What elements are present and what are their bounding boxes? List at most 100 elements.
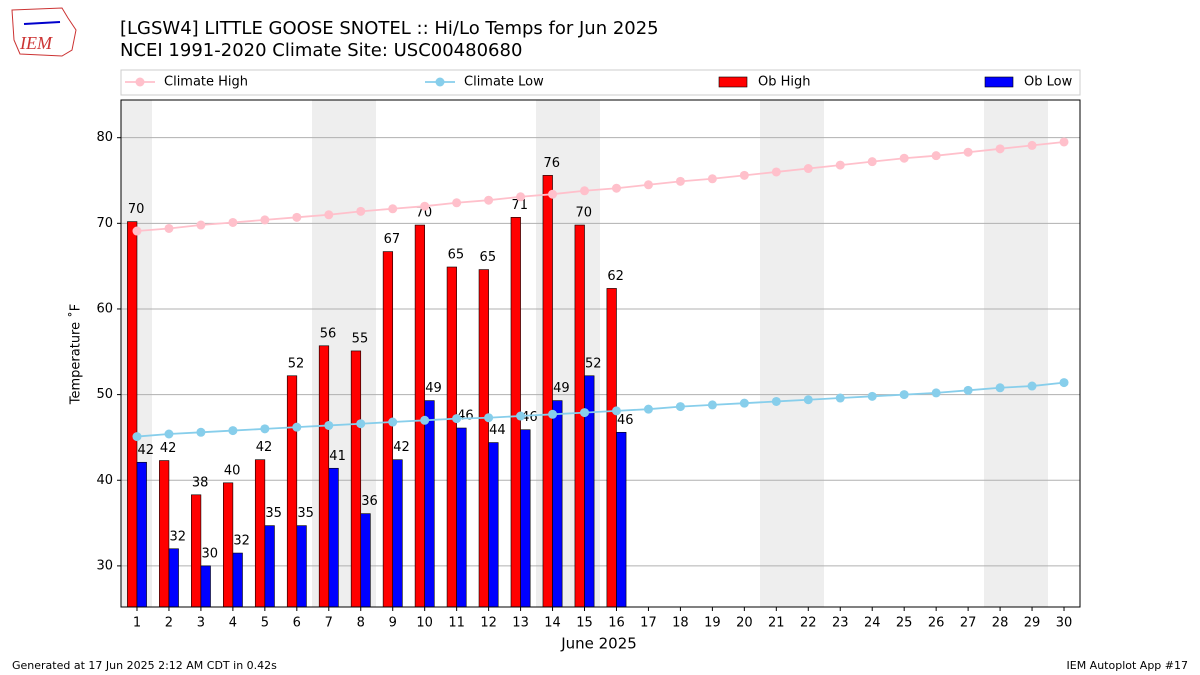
data-label: 30 bbox=[201, 546, 218, 561]
footer-left: Generated at 17 Jun 2025 2:12 AM CDT in … bbox=[12, 659, 277, 672]
x-tick-label: 21 bbox=[768, 616, 785, 631]
point bbox=[452, 414, 462, 424]
point bbox=[739, 170, 749, 180]
point bbox=[771, 167, 781, 177]
bar bbox=[328, 467, 339, 608]
data-label: 42 bbox=[393, 440, 410, 455]
point bbox=[1027, 140, 1037, 150]
point bbox=[771, 396, 781, 406]
y-tick-label: 50 bbox=[96, 387, 113, 402]
logo-line bbox=[23, 21, 61, 25]
x-tick-label: 12 bbox=[480, 616, 497, 631]
legend-label: Ob High bbox=[758, 75, 811, 90]
point bbox=[580, 408, 590, 418]
x-tick-label: 17 bbox=[640, 616, 657, 631]
point bbox=[228, 217, 238, 227]
bar bbox=[191, 494, 202, 608]
x-tick-label: 15 bbox=[576, 616, 593, 631]
data-label: 65 bbox=[448, 248, 465, 263]
chart-subtitle: NCEI 1991-2020 Climate Site: USC00480680 bbox=[120, 40, 522, 61]
x-tick-label: 24 bbox=[864, 616, 881, 631]
weekend bbox=[760, 100, 824, 607]
legend-swatch bbox=[984, 76, 1014, 88]
x-tick-label: 3 bbox=[197, 616, 205, 631]
bar bbox=[168, 548, 179, 608]
point bbox=[164, 223, 174, 233]
point bbox=[707, 400, 717, 410]
legend-box bbox=[120, 69, 1081, 96]
data-label: 41 bbox=[329, 449, 346, 464]
point bbox=[867, 391, 877, 401]
x-tick-label: 30 bbox=[1056, 616, 1073, 631]
point bbox=[675, 176, 685, 186]
point bbox=[707, 174, 717, 184]
bar bbox=[296, 525, 307, 608]
point bbox=[388, 417, 398, 427]
point bbox=[356, 419, 366, 429]
point bbox=[963, 147, 973, 157]
point bbox=[260, 424, 270, 434]
bar bbox=[254, 459, 266, 608]
weekend bbox=[984, 100, 1048, 607]
point bbox=[995, 383, 1005, 393]
data-label: 56 bbox=[320, 326, 337, 341]
bar bbox=[542, 175, 553, 608]
data-label: 40 bbox=[224, 463, 241, 478]
bar bbox=[392, 459, 403, 608]
bar bbox=[424, 400, 435, 608]
plot: 70 42 38 40 42 52 56 55 67 70 65 65 71 76 70 62 42 32 30 32… bbox=[121, 137, 1080, 608]
data-label: 55 bbox=[352, 331, 369, 346]
data-label: 42 bbox=[138, 443, 155, 458]
x-tick-label: 2 bbox=[165, 616, 173, 631]
data-label: 35 bbox=[265, 506, 282, 521]
bar bbox=[159, 460, 170, 608]
data-label: 32 bbox=[169, 529, 186, 544]
data-label: 65 bbox=[480, 250, 497, 265]
point bbox=[388, 204, 398, 214]
data-label: 36 bbox=[361, 494, 378, 509]
y-tick-label: 80 bbox=[96, 130, 113, 145]
y-axis-label: Temperature ˚F bbox=[68, 304, 84, 405]
y-tick-label: 40 bbox=[96, 473, 113, 488]
x-tick-label: 7 bbox=[325, 616, 333, 631]
bar bbox=[127, 221, 138, 608]
point bbox=[867, 157, 877, 167]
x-tick-label: 20 bbox=[736, 616, 753, 631]
bar bbox=[520, 429, 531, 608]
x-axis-label: June 2025 bbox=[560, 635, 637, 653]
point bbox=[196, 427, 206, 437]
bar bbox=[350, 350, 362, 608]
x-tick-label: 26 bbox=[928, 616, 945, 631]
point bbox=[931, 388, 941, 398]
bar bbox=[232, 552, 243, 608]
data-label: 46 bbox=[617, 413, 634, 428]
point bbox=[643, 404, 653, 414]
point bbox=[835, 160, 845, 170]
point bbox=[452, 198, 462, 208]
point bbox=[324, 210, 334, 220]
x-tick-label: 11 bbox=[448, 616, 465, 631]
x-tick-label: 6 bbox=[293, 616, 301, 631]
line bbox=[136, 141, 1065, 232]
point bbox=[803, 395, 813, 405]
bar bbox=[414, 224, 425, 608]
data-label: 70 bbox=[128, 202, 145, 217]
point bbox=[1059, 137, 1069, 147]
point bbox=[292, 422, 302, 432]
legend-swatch bbox=[435, 77, 445, 87]
bar bbox=[360, 513, 371, 608]
x-tick-label: 19 bbox=[704, 616, 721, 631]
logo: IEM bbox=[11, 7, 77, 57]
point bbox=[420, 415, 430, 425]
point bbox=[739, 398, 749, 408]
point bbox=[931, 151, 941, 161]
bar bbox=[478, 269, 489, 608]
point bbox=[132, 432, 142, 442]
data-label: 70 bbox=[416, 206, 433, 221]
data-label: 70 bbox=[575, 206, 592, 221]
x-tick-label: 22 bbox=[800, 616, 817, 631]
data-label: 76 bbox=[543, 156, 560, 171]
legend-swatch bbox=[718, 76, 748, 88]
point bbox=[420, 201, 430, 211]
x-tick-label: 27 bbox=[960, 616, 977, 631]
